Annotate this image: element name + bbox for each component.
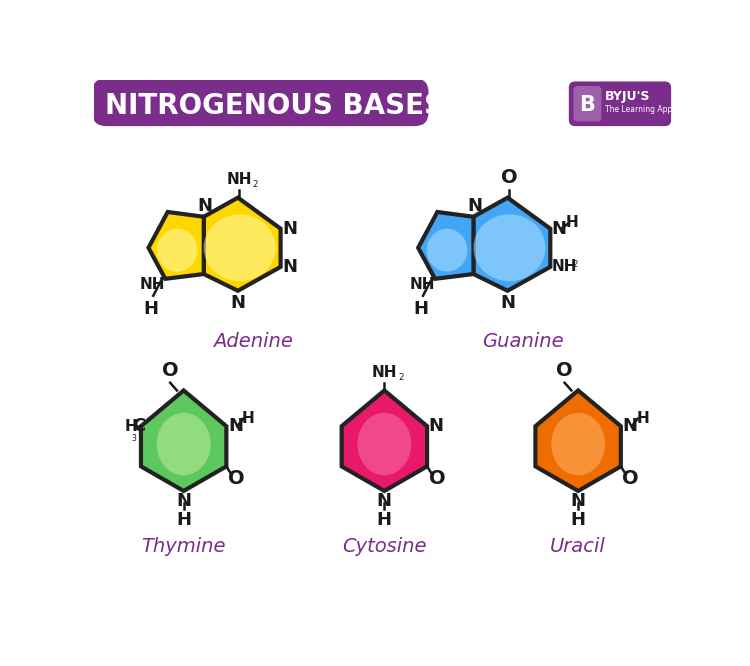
Text: O: O: [501, 168, 518, 187]
Text: N: N: [198, 197, 213, 215]
FancyBboxPatch shape: [568, 81, 671, 126]
Ellipse shape: [157, 228, 198, 272]
Text: N: N: [571, 492, 586, 510]
Text: Cytosine: Cytosine: [342, 537, 427, 555]
Ellipse shape: [427, 228, 467, 272]
Polygon shape: [536, 390, 621, 491]
Ellipse shape: [551, 413, 605, 476]
Text: O: O: [556, 361, 573, 380]
Text: N: N: [376, 492, 392, 510]
Text: The Learning App: The Learning App: [605, 105, 673, 114]
Text: C: C: [132, 417, 146, 435]
Text: NH: NH: [552, 259, 578, 274]
Text: H: H: [413, 300, 428, 318]
Text: H: H: [242, 411, 254, 426]
Text: $_2$: $_2$: [398, 370, 405, 383]
Text: Thymine: Thymine: [142, 537, 226, 555]
Polygon shape: [204, 198, 280, 291]
Text: Adenine: Adenine: [214, 332, 293, 352]
Text: BYJU'S: BYJU'S: [605, 91, 651, 103]
Text: N: N: [282, 258, 297, 276]
Text: H: H: [176, 511, 191, 529]
Text: O: O: [162, 361, 178, 380]
Text: N: N: [500, 294, 515, 312]
Ellipse shape: [358, 413, 411, 476]
Text: N: N: [230, 294, 245, 312]
Polygon shape: [141, 390, 226, 491]
Polygon shape: [419, 212, 473, 279]
Ellipse shape: [473, 214, 545, 281]
FancyBboxPatch shape: [574, 86, 602, 121]
Text: NH: NH: [372, 365, 398, 380]
Text: O: O: [622, 470, 639, 488]
Polygon shape: [148, 212, 204, 279]
Text: $_3$: $_3$: [131, 432, 138, 445]
Text: NH: NH: [140, 277, 165, 292]
Text: B: B: [580, 95, 596, 115]
Text: O: O: [429, 470, 445, 488]
Text: Guanine: Guanine: [482, 332, 564, 352]
Text: N: N: [176, 492, 191, 510]
Ellipse shape: [204, 214, 276, 281]
Text: H: H: [125, 419, 138, 434]
Text: $_2$: $_2$: [572, 256, 579, 270]
Text: NH: NH: [410, 277, 435, 292]
Ellipse shape: [157, 413, 211, 476]
Text: H: H: [376, 511, 392, 529]
Polygon shape: [473, 198, 550, 291]
Text: Uracil: Uracil: [550, 537, 606, 555]
Text: NITROGENOUS BASES: NITROGENOUS BASES: [104, 92, 443, 120]
Text: NH: NH: [226, 172, 252, 187]
Text: N: N: [228, 417, 243, 435]
Text: O: O: [228, 470, 244, 488]
Text: $_2$: $_2$: [252, 177, 259, 190]
Text: N: N: [552, 220, 567, 238]
Text: N: N: [429, 417, 444, 435]
Text: H: H: [571, 511, 586, 529]
Text: H: H: [636, 411, 649, 426]
Text: N: N: [282, 220, 297, 238]
Text: N: N: [467, 197, 482, 215]
Polygon shape: [342, 390, 427, 491]
Text: N: N: [622, 417, 638, 435]
Text: H: H: [143, 300, 158, 318]
FancyBboxPatch shape: [92, 79, 428, 126]
Text: H: H: [566, 216, 578, 230]
